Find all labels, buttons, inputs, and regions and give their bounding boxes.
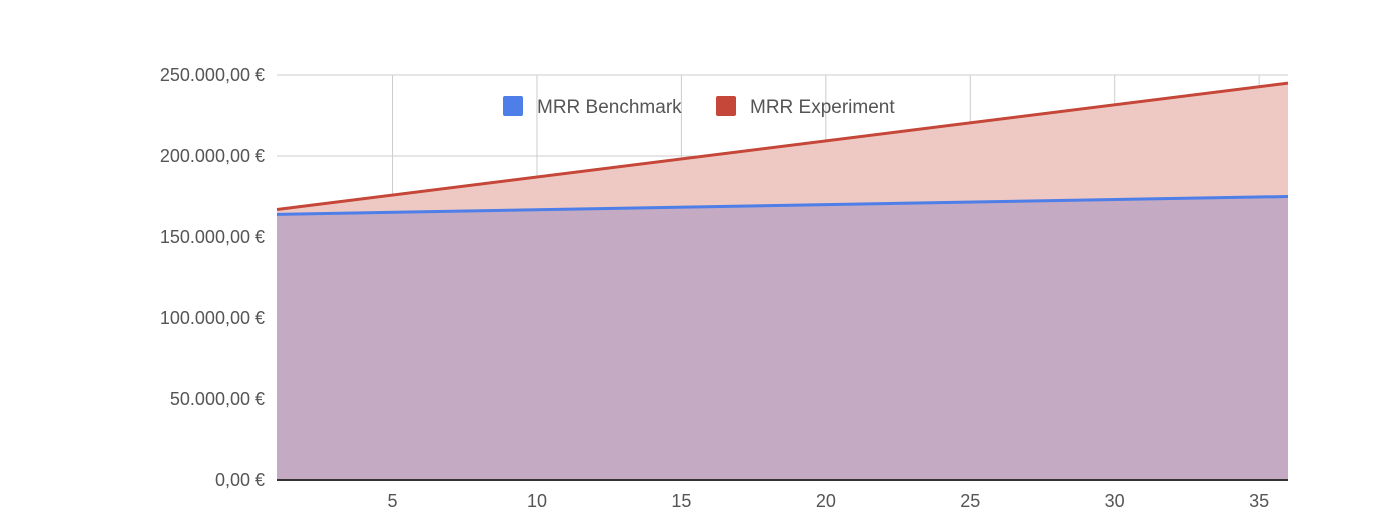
x-tick-label: 15 (671, 491, 691, 511)
legend-swatch (503, 96, 523, 116)
x-tick-label: 10 (527, 491, 547, 511)
y-tick-label: 0,00 € (215, 470, 265, 490)
line-mrr-benchmark (276, 195, 1289, 216)
legend-item: MRR Experiment (716, 96, 895, 118)
line-mrr-experiment (276, 81, 1289, 211)
y-tick-label: 150.000,00 € (160, 227, 265, 247)
x-tick-label: 25 (960, 491, 980, 511)
y-tick-label: 50.000,00 € (170, 389, 265, 409)
area-mrr-benchmark (277, 196, 1288, 480)
x-tick-label: 30 (1105, 491, 1125, 511)
y-tick-label: 200.000,00 € (160, 146, 265, 166)
x-tick-label: 5 (388, 491, 398, 511)
y-axis-tick-labels: 0,00 € 50.000,00 € 100.000,00 € 150.000,00 … (160, 65, 265, 490)
series-lines (276, 81, 1289, 216)
legend-item: MRR Benchmark (503, 96, 682, 118)
x-tick-label: 35 (1249, 491, 1269, 511)
legend-label: MRR Experiment (750, 97, 895, 118)
y-tick-label: 250.000,00 € (160, 65, 265, 85)
y-tick-label: 100.000,00 € (160, 308, 265, 328)
x-axis-tick-labels: 5 10 15 20 25 30 35 (388, 491, 1270, 511)
legend: MRR Benchmark MRR Experiment (503, 96, 895, 118)
legend-label: MRR Benchmark (537, 97, 682, 118)
x-tick-label: 20 (816, 491, 836, 511)
legend-swatch (716, 96, 736, 116)
series-areas (277, 83, 1288, 480)
